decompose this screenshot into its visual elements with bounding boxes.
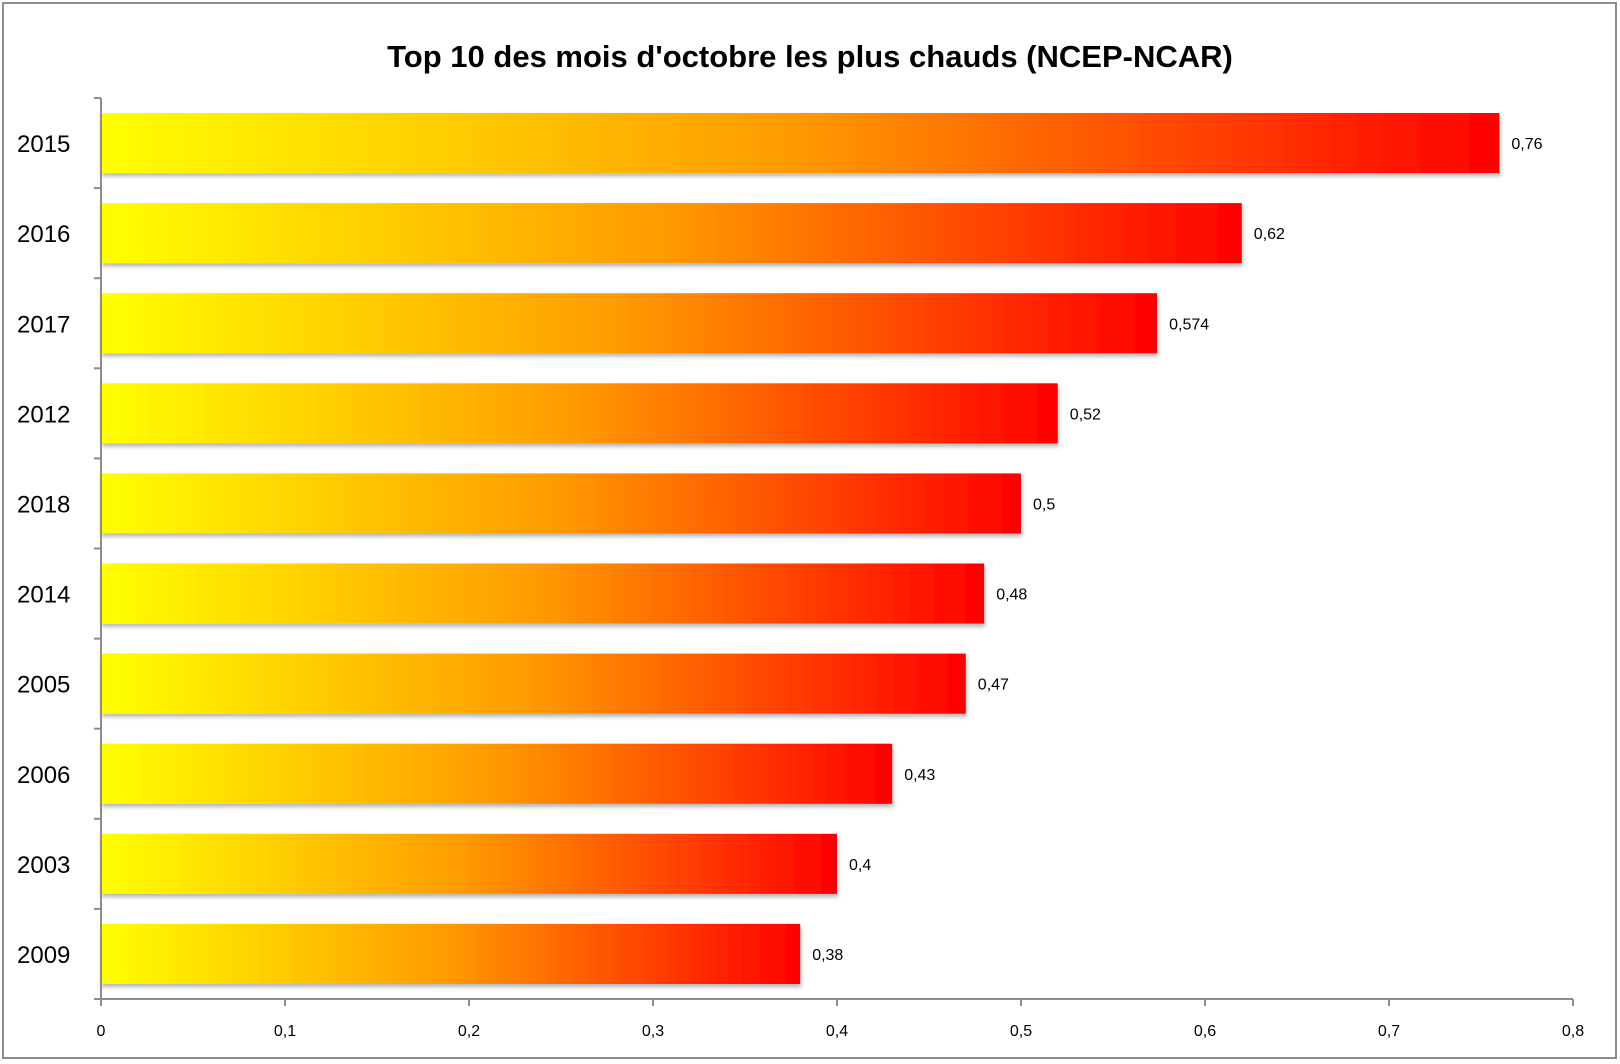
bar-2016: [101, 203, 1242, 264]
data-label-2016: 0,62: [1254, 226, 1285, 243]
y-tick-label-2005: 2005: [17, 672, 70, 699]
data-label-2009: 0,38: [812, 947, 843, 964]
x-tick-label: 0,5: [1010, 1023, 1032, 1040]
data-label-2006: 0,43: [904, 767, 935, 784]
y-tick-label-2016: 2016: [17, 221, 70, 248]
bar-2003: [101, 833, 837, 894]
data-label-2012: 0,52: [1070, 406, 1101, 423]
y-tick-label-2017: 2017: [17, 311, 70, 338]
x-tick-label: 0,2: [458, 1023, 480, 1040]
x-tick-label: 0,6: [1194, 1023, 1216, 1040]
y-tick-label-2014: 2014: [17, 582, 70, 609]
y-tick-label-2012: 2012: [17, 401, 70, 428]
data-label-2014: 0,48: [996, 587, 1027, 604]
data-label-2015: 0,76: [1511, 136, 1542, 153]
data-label-2005: 0,47: [978, 677, 1009, 694]
chart-title: Top 10 des mois d'octobre les plus chaud…: [387, 39, 1233, 74]
x-tick-label: 0,3: [642, 1023, 664, 1040]
bar-2009: [101, 923, 801, 984]
data-label-2003: 0,4: [849, 857, 871, 874]
y-tick-label-2015: 2015: [17, 131, 70, 158]
bar-2005: [101, 653, 966, 714]
x-tick-label: 0,8: [1562, 1023, 1584, 1040]
x-tick-label: 0,4: [826, 1023, 848, 1040]
bar-2012: [101, 383, 1058, 444]
bar-2018: [101, 473, 1021, 534]
y-tick-label-2003: 2003: [17, 852, 70, 879]
data-label-2018: 0,5: [1033, 496, 1055, 513]
bar-2006: [101, 743, 893, 804]
y-tick-label-2006: 2006: [17, 762, 70, 789]
x-tick-label: 0: [97, 1023, 106, 1040]
data-label-2017: 0,574: [1169, 316, 1209, 333]
bar-2015: [101, 113, 1500, 174]
y-tick-label-2018: 2018: [17, 491, 70, 518]
bar-2014: [101, 563, 985, 624]
x-tick-label: 0,7: [1378, 1023, 1400, 1040]
y-tick-label-2009: 2009: [17, 942, 70, 969]
bar-2017: [101, 293, 1158, 354]
x-tick-label: 0,1: [274, 1023, 296, 1040]
